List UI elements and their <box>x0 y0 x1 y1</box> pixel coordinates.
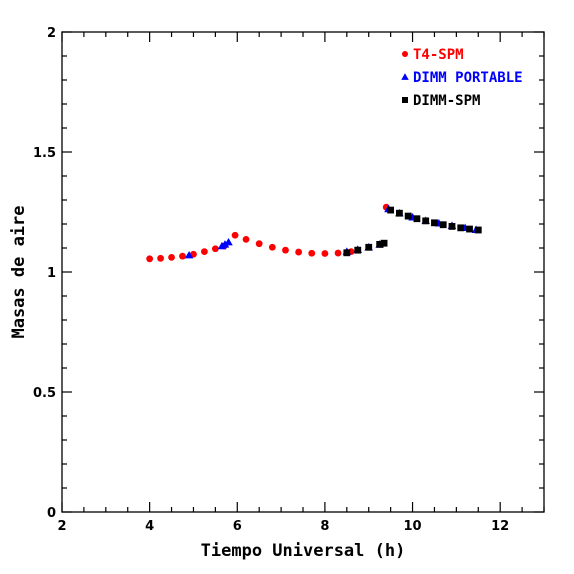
series-t4-spm <box>146 203 390 263</box>
data-point <box>201 248 208 256</box>
x-tick-label: 6 <box>233 519 242 534</box>
series-dimm-spm <box>343 206 482 257</box>
legend-label: DIMM PORTABLE <box>413 70 523 86</box>
data-point <box>474 226 482 234</box>
data-point <box>334 249 342 257</box>
y-tick-label: 0.5 <box>33 386 56 401</box>
data-point <box>282 246 289 254</box>
data-point <box>376 241 384 248</box>
x-tick-label: 8 <box>320 519 329 534</box>
legend-label: DIMM-SPM <box>413 93 480 109</box>
x-tick-label: 12 <box>491 519 509 534</box>
data-point <box>211 245 219 253</box>
data-point <box>422 217 430 225</box>
legend-label: T4-SPM <box>413 47 464 63</box>
data-point <box>157 254 164 262</box>
data-point <box>457 224 465 232</box>
legend-marker <box>402 51 408 57</box>
data-point <box>179 252 186 260</box>
data-point <box>220 240 230 248</box>
data-point <box>242 235 250 243</box>
data-point <box>466 225 473 233</box>
data-point <box>404 212 412 220</box>
data-point <box>396 209 403 217</box>
data-point <box>255 240 263 248</box>
data-point <box>321 250 329 257</box>
data-point <box>308 249 316 257</box>
legend-marker <box>401 73 409 80</box>
data-point <box>343 249 351 257</box>
series-dimm-portable <box>184 204 481 259</box>
legend-marker <box>402 97 408 103</box>
data-point <box>168 253 175 261</box>
data-point <box>439 221 447 229</box>
data-point <box>268 243 276 251</box>
y-tick-label: 0 <box>47 506 56 521</box>
data-point <box>448 223 456 230</box>
data-point <box>365 243 373 251</box>
tick-labels: 2 4 6 8 10 12 0 0.5 1 1.5 2 <box>33 26 509 534</box>
data-point <box>295 248 303 256</box>
data-point <box>387 206 395 214</box>
y-tick-label: 1.5 <box>33 146 56 161</box>
data-point <box>224 237 233 246</box>
legend: T4-SPM DIMM PORTABLE DIMM-SPM <box>401 47 523 109</box>
x-tick-label: 4 <box>145 519 154 534</box>
y-axis-label: Masas de aire <box>9 205 29 338</box>
y-tick-label: 1 <box>47 266 56 281</box>
x-axis-label: Tiempo Universal (h) <box>201 541 406 561</box>
data-series <box>146 203 482 263</box>
data-point <box>354 246 362 254</box>
data-point <box>231 231 239 239</box>
data-point <box>413 215 421 223</box>
y-tick-label: 2 <box>47 26 56 41</box>
data-point <box>431 219 438 227</box>
axis-ticks <box>61 31 545 513</box>
x-tick-label: 10 <box>403 519 421 534</box>
data-point <box>380 239 388 247</box>
data-point <box>146 255 154 263</box>
x-tick-label: 2 <box>57 519 66 534</box>
data-point <box>184 250 194 259</box>
